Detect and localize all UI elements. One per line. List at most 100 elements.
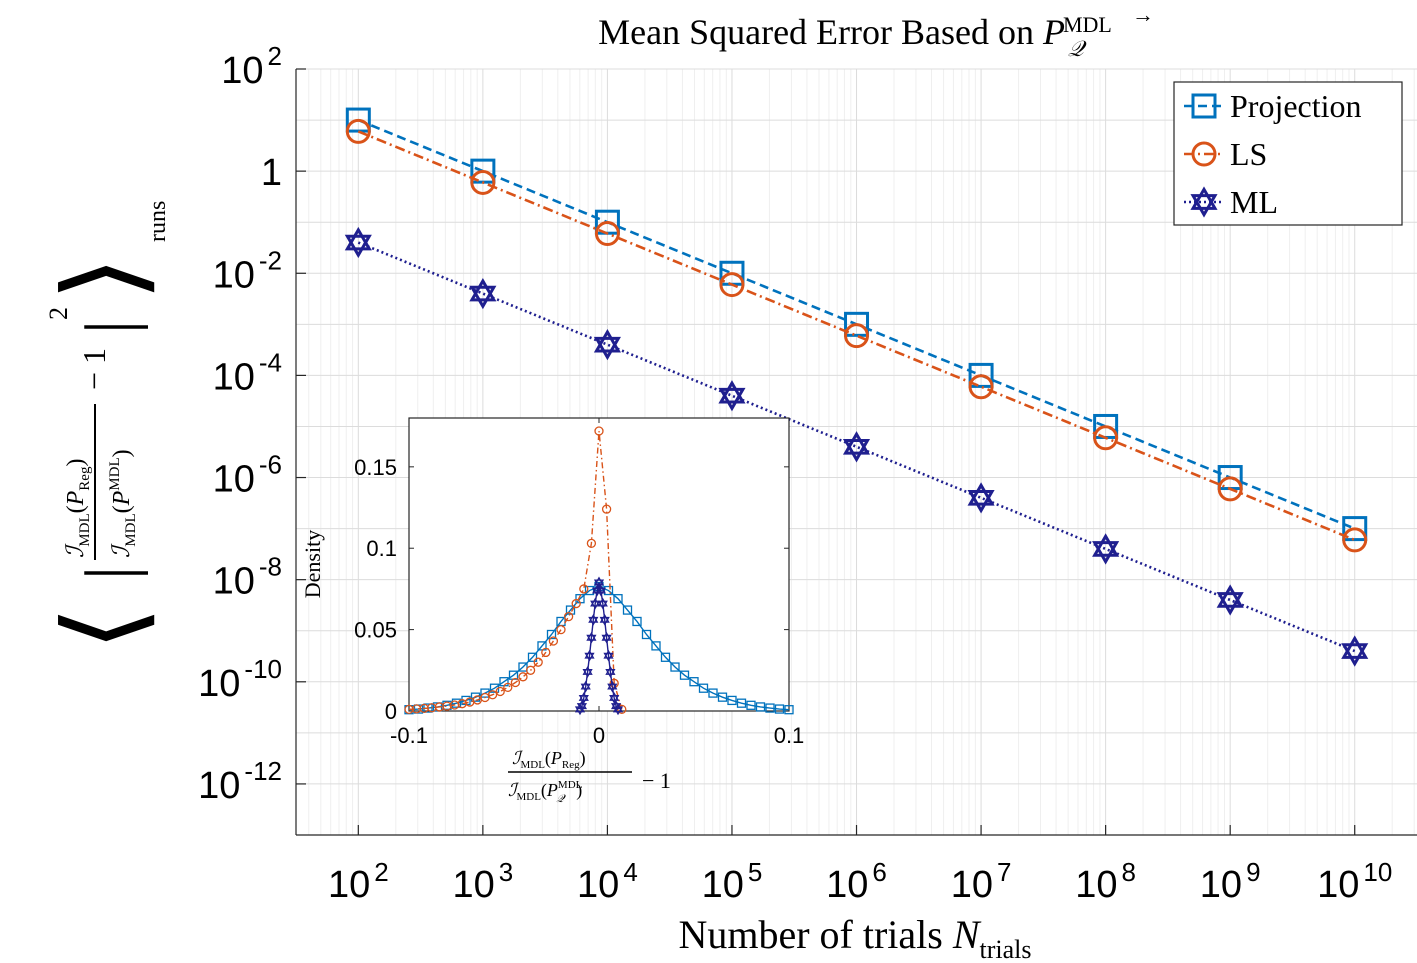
inset-data-point [518, 662, 528, 672]
svg-text:ℐMDL(PReg): ℐMDL(PReg) [63, 459, 93, 558]
inset-data-point [727, 695, 737, 706]
inset-data-point [597, 597, 608, 610]
svg-text:− 1: − 1 [76, 348, 112, 390]
legend-entry: Projection [1184, 88, 1362, 124]
inset-data-point [774, 704, 785, 714]
data-point [594, 221, 620, 247]
inset-data-point [698, 683, 709, 693]
data-point [345, 118, 371, 144]
data-point [967, 482, 995, 514]
inset-data-point [670, 662, 680, 672]
y-tick-label: 10 -6 [213, 450, 282, 501]
legend-marker [1191, 141, 1217, 167]
data-point [719, 272, 745, 298]
chart-title: Mean Squared Error Based on PMDL 𝒬 [598, 12, 1112, 61]
data-point [1342, 527, 1368, 553]
inset-data-point [588, 613, 599, 626]
series-ls [345, 118, 1368, 553]
inset-data-point [609, 692, 620, 704]
data-point [1342, 516, 1368, 542]
inset-data-point [651, 641, 661, 651]
inset-data-point [641, 629, 652, 640]
inset-y-tick-label: 0.05 [354, 618, 397, 643]
inset-data-point [565, 605, 576, 615]
inset-data-point [603, 649, 614, 662]
inset-data-point [578, 692, 589, 704]
data-point [968, 362, 994, 388]
inset-data-point [612, 703, 624, 716]
inset-data-point [622, 605, 633, 615]
data-point [844, 323, 870, 349]
inset-data-point [586, 538, 597, 548]
inset-data-point [603, 585, 614, 596]
svg-text:− 1: − 1 [642, 768, 671, 793]
inset-x-tick-label: 0 [593, 723, 605, 748]
inset-data-point [451, 698, 462, 708]
data-point [842, 431, 871, 463]
inset-data-point [689, 677, 699, 687]
inset-y-tick-label: 0.15 [354, 455, 397, 480]
series-ml [344, 226, 1369, 667]
inset-data-point [495, 686, 505, 697]
x-tick-label: 10 2 [328, 857, 389, 906]
inset-data-point [546, 629, 557, 640]
title-arrow: → [1132, 2, 1154, 27]
inset-data-point [576, 700, 588, 713]
main-series-layer [344, 107, 1369, 667]
inset-data-point [593, 576, 605, 589]
inset-y-axis-label: Density [300, 530, 325, 598]
x-tick-label: 10 4 [577, 857, 638, 906]
inset-data-point [601, 504, 612, 514]
inset-data-point [510, 677, 521, 688]
inset-tick-labels: -0.1 0 0.100.050.10.15 [354, 455, 804, 748]
legend-label: Projection [1230, 88, 1362, 124]
x-tick-label: 10 5 [702, 857, 763, 906]
svg-text:ℐMDL(PReg): ℐMDL(PReg) [512, 748, 586, 771]
legend-entry: LS [1184, 136, 1267, 172]
svg-text:runs: runs [145, 201, 171, 242]
svg-text:⟩: ⟩ [44, 255, 164, 302]
inset-data-point [571, 598, 581, 609]
inset-data-point [556, 624, 566, 635]
inset-data-point [736, 698, 747, 708]
x-tick-label: 10 7 [951, 857, 1012, 906]
svg-text:ℐMDL(PMDL): ℐMDL(PMDL) [107, 449, 139, 558]
inset-data-point [595, 584, 607, 597]
inset-data-point [548, 636, 559, 646]
inset-x-tick-label: -0.1 [390, 723, 428, 748]
inset-data-point [632, 616, 642, 627]
inset-data-point [599, 613, 610, 626]
data-point [844, 311, 870, 337]
inset-data-point [613, 594, 623, 604]
data-point [344, 226, 372, 259]
inset-data-point [594, 426, 604, 436]
data-point [1216, 584, 1244, 616]
inset-data-point [586, 631, 597, 644]
inset-data-point [580, 680, 591, 693]
inset-data-point [541, 647, 551, 658]
inset-data-point [503, 682, 513, 693]
inset-series-ls [404, 426, 627, 715]
inset-data-point [487, 690, 498, 700]
inset-data-point [527, 652, 538, 662]
inset-data-point [533, 657, 543, 667]
y-tick-label: 10 -10 [198, 654, 282, 705]
inset-data-point [525, 665, 536, 675]
y-axis-label: ⟨ | ℐMDL(PReg) ℐMDL(PMDL) − 1 | 2 ⟩ runs [44, 201, 171, 652]
inset-data-point [746, 700, 756, 710]
x-tick-label: 10 3 [452, 857, 513, 906]
legend-marker [1190, 186, 1218, 218]
inset-data-point [470, 692, 481, 702]
y-tick-label: 10 -12 [198, 756, 282, 807]
svg-text:|: | [72, 320, 149, 334]
legend: Projection LS ML [1173, 81, 1403, 226]
inset-data-point [601, 631, 612, 644]
inset-data-point [584, 649, 595, 662]
x-tick-label: 10 8 [1075, 857, 1136, 906]
main-tick-labels: 10 2 10 3 10 4 10 5 10 6 10 7 10 8 10 9 10 10 10 2 1 10 -2 10 -4… [198, 41, 1392, 906]
svg-text:⟨: ⟨ [44, 605, 164, 652]
inset-data-point [605, 666, 616, 678]
inset-data-point [584, 585, 595, 596]
